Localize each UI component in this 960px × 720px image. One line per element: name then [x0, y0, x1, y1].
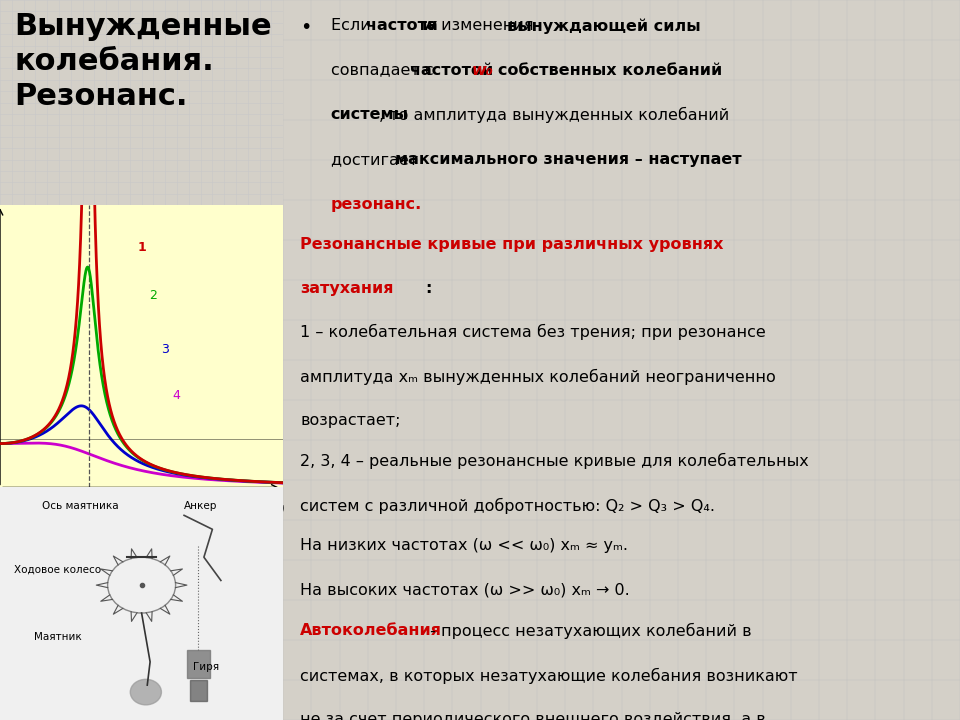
- Text: Анкер: Анкер: [184, 501, 218, 511]
- Bar: [187, 650, 209, 678]
- Text: •: •: [300, 18, 311, 37]
- Text: ω₀: ω₀: [81, 503, 96, 516]
- Text: частотой: частотой: [410, 63, 498, 78]
- Text: не за счет периодического внешнего воздействия, а в: не за счет периодического внешнего возде…: [300, 712, 766, 720]
- Text: w: w: [421, 18, 436, 33]
- Text: На низких частотах (ω << ω₀) xₘ ≈ yₘ.: На низких частотах (ω << ω₀) xₘ ≈ yₘ.: [300, 538, 628, 553]
- Circle shape: [131, 679, 161, 705]
- Text: изменения: изменения: [436, 18, 539, 33]
- Text: 2, 3, 4 – реальные резонансные кривые для колебательных: 2, 3, 4 – реальные резонансные кривые дл…: [300, 454, 809, 469]
- Text: Если: Если: [330, 18, 375, 33]
- Text: 2: 2: [149, 289, 156, 302]
- Text: системы: системы: [330, 107, 409, 122]
- Text: Ось маятника: Ось маятника: [42, 501, 119, 511]
- Text: систем с различной добротностью: Q₂ > Q₃ > Q₄.: систем с различной добротностью: Q₂ > Q₃…: [300, 498, 715, 514]
- Text: системах, в которых незатухающие колебания возникают: системах, в которых незатухающие колебан…: [300, 667, 798, 684]
- Text: достигает: достигает: [330, 152, 422, 167]
- Text: 3: 3: [161, 343, 169, 356]
- Text: Вынужденные
колебания.
Резонанс.: Вынужденные колебания. Резонанс.: [14, 12, 272, 111]
- Text: Автоколебания: Автоколебания: [300, 623, 443, 638]
- Text: - процесс незатухающих колебаний в: - процесс незатухающих колебаний в: [425, 623, 752, 639]
- Text: Ходовое колесо: Ходовое колесо: [14, 564, 102, 574]
- Text: 1: 1: [137, 241, 146, 254]
- Text: совпадает с: совпадает с: [330, 63, 439, 78]
- Text: Маятник: Маятник: [34, 631, 82, 642]
- Text: возрастает;: возрастает;: [300, 413, 400, 428]
- Text: затухания: затухания: [300, 282, 394, 297]
- Text: На высоких частотах (ω >> ω₀) xₘ → 0.: На высоких частотах (ω >> ω₀) xₘ → 0.: [300, 582, 630, 598]
- Text: максимального значения – наступает: максимального значения – наступает: [395, 152, 741, 167]
- Text: вынуждающей силы: вынуждающей силы: [507, 18, 701, 34]
- Bar: [190, 680, 206, 701]
- Text: частота: частота: [366, 18, 444, 33]
- Text: 4: 4: [173, 389, 180, 402]
- Text: , то амплитуда вынужденных колебаний: , то амплитуда вынужденных колебаний: [379, 107, 730, 123]
- Text: резонанс.: резонанс.: [330, 197, 421, 212]
- Text: :: :: [425, 282, 432, 297]
- Text: собственных колебаний: собственных колебаний: [497, 63, 722, 78]
- Text: амплитуда xₘ вынужденных колебаний неограниченно: амплитуда xₘ вынужденных колебаний неогр…: [300, 369, 776, 384]
- Text: Гиря: Гиря: [193, 662, 219, 672]
- Text: 1 – колебательная система без трения; при резонансе: 1 – колебательная система без трения; пр…: [300, 324, 766, 340]
- Text: w₀: w₀: [472, 63, 493, 78]
- Text: ω: ω: [272, 503, 284, 517]
- Text: Резонансные кривые при различных уровнях: Резонансные кривые при различных уровнях: [300, 237, 724, 252]
